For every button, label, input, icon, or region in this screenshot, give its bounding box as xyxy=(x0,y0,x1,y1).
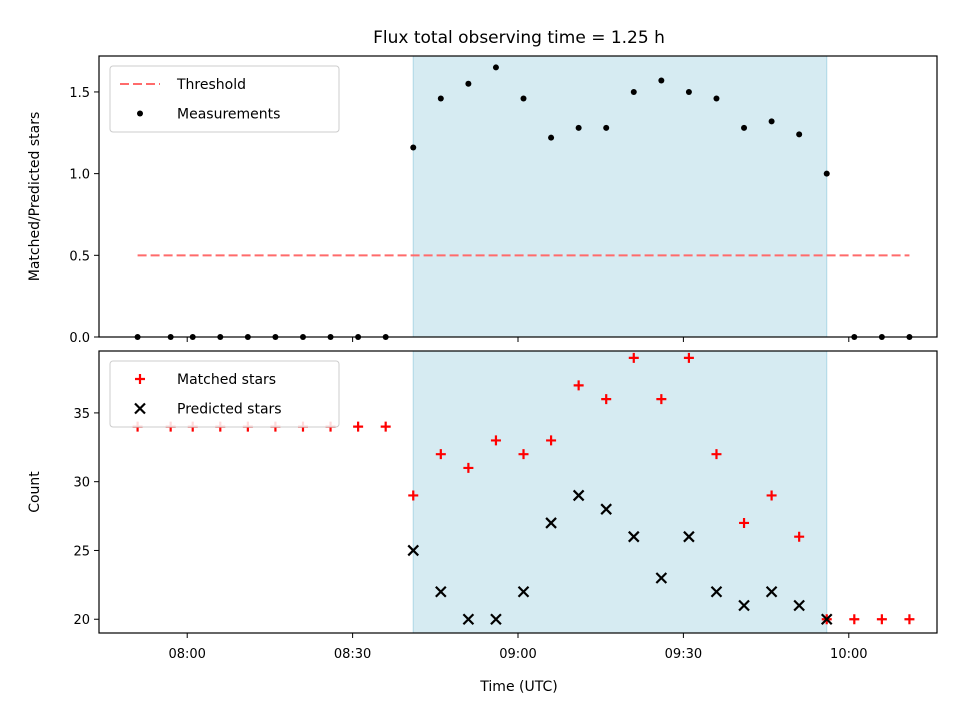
bottom-legend-label: Predicted stars xyxy=(177,402,282,418)
x-tick-label: 08:30 xyxy=(334,647,371,662)
top-series-0-point xyxy=(437,95,444,102)
bottom-series-0-point xyxy=(463,462,474,473)
bottom-series-1-point xyxy=(793,599,805,612)
bottom-legend-box xyxy=(109,360,340,428)
bottom-series-0-point xyxy=(518,449,529,460)
top-series-0-point xyxy=(796,131,803,138)
top-legend-box xyxy=(109,65,340,133)
bottom-series-0-point xyxy=(546,435,557,446)
bottom-series-1-point xyxy=(820,613,833,626)
top-y-tick-label: 0.0 xyxy=(69,331,90,346)
bottom-series-0-point xyxy=(435,449,446,460)
x-tick-label: 09:00 xyxy=(499,647,536,662)
bottom-series-0-point xyxy=(380,421,391,432)
bottom-series-0-point xyxy=(573,380,584,391)
top-series-0-point xyxy=(520,95,527,102)
top-series-0-point xyxy=(492,64,499,71)
top-legend-marker-swatch xyxy=(137,110,143,117)
bottom-panel: 20 25 30 35 08:00 08:30 09:00 09:30 10:00 Count Ma… xyxy=(27,350,938,662)
top-panel: 0.0 0.5 1.0 1.5 Matched/Predicted stars Thres… xyxy=(27,55,938,346)
top-y-tick-label: 1.0 xyxy=(69,168,90,183)
top-series-0-point xyxy=(548,134,555,141)
top-series-0-point xyxy=(658,77,665,84)
bottom-series-0-point xyxy=(766,490,777,501)
bottom-series-1-point xyxy=(407,544,420,557)
bottom-series-1-point xyxy=(765,585,778,598)
bottom-series-0-point xyxy=(408,490,419,501)
bottom-y-tick-label: 30 xyxy=(73,476,90,491)
bottom-series-0-point xyxy=(353,421,364,432)
top-observing-interval-shade xyxy=(413,56,827,337)
x-tick-label: 08:00 xyxy=(168,647,205,662)
bottom-series-1-point xyxy=(738,599,750,612)
top-series-0-point xyxy=(713,95,720,102)
bottom-legend: Matched stars Predicted stars xyxy=(109,360,340,428)
top-legend-label: Measurements xyxy=(177,107,280,123)
top-y-tick-label: 1.5 xyxy=(69,86,90,101)
bottom-series-1-point xyxy=(710,585,723,598)
bottom-legend-marker-swatch xyxy=(134,402,146,415)
bottom-y-tick-label: 25 xyxy=(73,544,90,559)
bottom-series-0-point xyxy=(628,352,639,363)
chart-title: Flux total observing time = 1.25 h xyxy=(373,28,665,48)
bottom-series-1-point xyxy=(627,530,640,543)
bottom-series-0-point xyxy=(794,531,805,542)
bottom-series-0-point xyxy=(656,394,667,405)
top-series-0-point xyxy=(410,144,417,151)
bottom-series-1-point xyxy=(655,572,668,584)
bottom-series-1-point xyxy=(545,517,557,529)
bottom-legend-label: Matched stars xyxy=(177,372,276,388)
top-series-0-point xyxy=(575,124,582,131)
bottom-series-1-point xyxy=(517,585,530,598)
top-series-0-point xyxy=(603,124,610,131)
x-tick-label: 09:30 xyxy=(665,647,702,662)
bottom-series-1-point xyxy=(435,585,447,598)
x-tick-label: 10:00 xyxy=(830,647,867,662)
bottom-series-0-point xyxy=(876,614,887,625)
bottom-observing-interval-shade xyxy=(413,351,827,633)
bottom-series-1-point xyxy=(600,503,612,515)
bottom-series-1-point xyxy=(462,613,475,626)
bottom-legend-marker-swatch xyxy=(135,374,145,384)
top-series-0-point xyxy=(685,88,692,95)
top-legend-label: Threshold xyxy=(176,77,246,93)
bottom-series-1-point xyxy=(490,613,502,626)
bottom-series-0-point xyxy=(739,517,750,528)
top-series-0-point xyxy=(823,170,830,177)
bottom-y-tick-label: 20 xyxy=(73,613,90,628)
bottom-series-1-point xyxy=(683,530,695,543)
bottom-y-tick-label: 35 xyxy=(73,407,90,422)
bottom-series-0-point xyxy=(683,352,694,363)
top-y-axis-label: Matched/Predicted stars xyxy=(27,112,43,282)
top-series-0-point xyxy=(630,88,637,95)
bottom-series-0-point xyxy=(849,614,860,625)
top-series-0-point xyxy=(768,118,775,125)
bottom-y-axis-label: Count xyxy=(27,471,43,513)
top-series-0-point xyxy=(741,124,748,131)
bottom-series-0-point xyxy=(904,614,915,625)
bottom-series-0-point xyxy=(711,449,722,460)
top-legend: Threshold Measurements xyxy=(109,65,340,133)
top-series-0-point xyxy=(465,80,472,87)
bottom-series-0-point xyxy=(490,435,501,446)
bottom-series-0-point xyxy=(601,394,612,405)
top-y-tick-label: 0.5 xyxy=(69,249,90,264)
bottom-series-1-point xyxy=(572,489,585,502)
x-axis-label: Time (UTC) xyxy=(479,679,557,695)
